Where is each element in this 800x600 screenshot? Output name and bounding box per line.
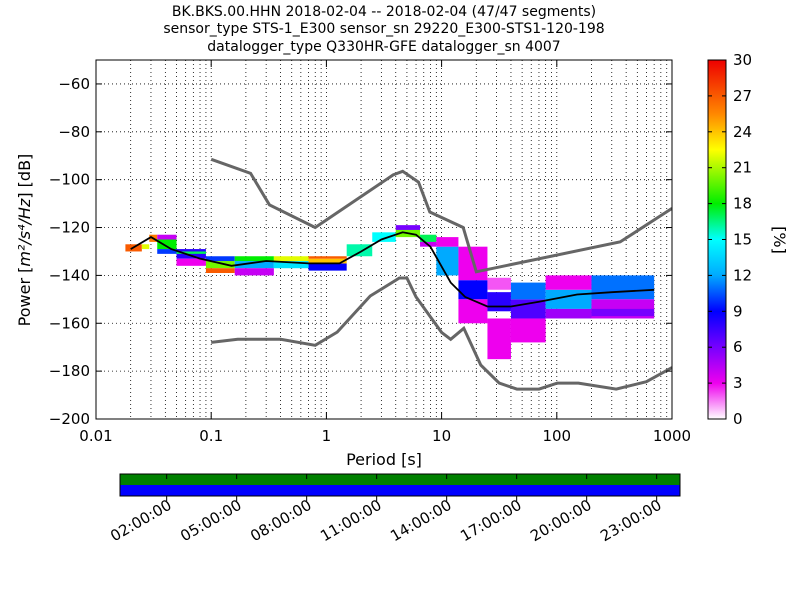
x-tick-label: 100 bbox=[542, 427, 571, 445]
y-tick-label: −80 bbox=[58, 123, 90, 141]
y-tick-label: −140 bbox=[49, 266, 90, 284]
y-tick-label: −180 bbox=[49, 362, 90, 380]
timeline-tick-labels: 02:00:00 05:00:00 08:00:00 11:00:00 14:00:00… bbox=[107, 496, 664, 545]
y-tick-label: −200 bbox=[49, 410, 90, 428]
noise-model-low bbox=[211, 276, 672, 391]
colorbar-tick-label: 15 bbox=[733, 231, 752, 249]
x-tick-label: 10 bbox=[432, 427, 451, 445]
density-cell bbox=[176, 258, 206, 266]
colorbar-tick-label: 21 bbox=[733, 159, 752, 177]
density-cell bbox=[273, 261, 309, 269]
density-cell bbox=[487, 292, 511, 312]
timeline-segment bbox=[120, 485, 680, 496]
timeline-segment bbox=[120, 474, 680, 485]
noise-model-high bbox=[210, 157, 672, 274]
density-cell bbox=[176, 249, 206, 259]
density-cell bbox=[234, 261, 274, 269]
mode-line bbox=[130, 231, 655, 308]
y-tick-label: −160 bbox=[49, 314, 90, 332]
density-cell bbox=[176, 251, 206, 254]
density-cell bbox=[510, 318, 546, 343]
noise-models bbox=[210, 157, 672, 391]
density-cell bbox=[157, 234, 177, 240]
colorbar-tick-label: 0 bbox=[733, 410, 743, 428]
timeline-tick-label: 05:00:00 bbox=[177, 496, 244, 545]
density-cell bbox=[273, 256, 309, 262]
x-tick-label: 1000 bbox=[653, 427, 691, 445]
density-cell bbox=[205, 268, 235, 274]
density-cell bbox=[436, 237, 459, 247]
density-cell bbox=[157, 239, 177, 250]
colorbar-tick-label: 18 bbox=[733, 195, 752, 213]
timeline-tick-label: 23:00:00 bbox=[597, 496, 664, 545]
x-tick-label: 1 bbox=[322, 427, 332, 445]
colorbar-tick-label: 3 bbox=[733, 374, 743, 392]
density-cell bbox=[458, 280, 488, 300]
data-availability-timeline bbox=[119, 473, 681, 501]
density-cell bbox=[141, 244, 150, 250]
title-line-1: BK.BKS.00.HHN 2018-02-04 -- 2018-02-04 (… bbox=[172, 4, 596, 20]
x-axis-label: Period [s] bbox=[346, 450, 422, 469]
density-cell bbox=[420, 234, 437, 245]
density-cell bbox=[395, 227, 421, 238]
density-cell bbox=[372, 232, 396, 242]
density-cell bbox=[346, 244, 373, 257]
axis-ticks bbox=[95, 60, 673, 420]
density-cell bbox=[458, 299, 488, 324]
density-cell bbox=[157, 249, 177, 254]
colorbar-tick-label: 6 bbox=[733, 338, 743, 356]
colorbar-label: [%] bbox=[770, 226, 789, 254]
timeline-tick-label: 14:00:00 bbox=[387, 496, 454, 545]
x-tick-label: 0.1 bbox=[199, 427, 223, 445]
plot-frame bbox=[95, 59, 673, 420]
density-cell bbox=[205, 261, 235, 269]
y-axis-label-tail: ] [dB] bbox=[15, 154, 34, 199]
density-cell bbox=[308, 258, 347, 264]
y-tick-label: −60 bbox=[58, 75, 90, 93]
y-tick-label: −100 bbox=[49, 171, 90, 189]
y-axis-label-unit: m²/s⁴/Hz bbox=[15, 198, 34, 267]
density-cell bbox=[591, 275, 655, 300]
mode-polyline bbox=[130, 231, 655, 308]
density-cell bbox=[395, 225, 421, 230]
density-cell bbox=[308, 263, 347, 271]
colorbar-tick-label: 30 bbox=[733, 51, 752, 69]
density-cell bbox=[436, 246, 459, 276]
colorbar-tick-label: 27 bbox=[733, 87, 752, 105]
density-cell bbox=[205, 256, 235, 262]
ppsd-density bbox=[125, 225, 655, 360]
title-line-3: datalogger_type Q330HR-GFE datalogger_sn… bbox=[207, 39, 560, 55]
timeline-frame bbox=[119, 473, 681, 497]
timeline-tick-label: 02:00:00 bbox=[107, 496, 174, 545]
chart-title: BK.BKS.00.HHN 2018-02-04 -- 2018-02-04 (… bbox=[163, 4, 604, 55]
density-cell bbox=[545, 275, 592, 290]
timeline-tick-label: 08:00:00 bbox=[247, 496, 314, 545]
y-tick-label: −120 bbox=[49, 219, 90, 237]
colorbar-tick-label: 24 bbox=[733, 123, 752, 141]
timeline-tick-label: 17:00:00 bbox=[457, 496, 524, 545]
x-tick-label: 0.01 bbox=[79, 427, 112, 445]
density-cell bbox=[591, 308, 655, 317]
y-axis-label-main: Power [ bbox=[15, 267, 34, 327]
density-cell bbox=[234, 268, 274, 276]
timeline-tick-label: 20:00:00 bbox=[527, 496, 594, 545]
colorbar-tick-label: 9 bbox=[733, 302, 743, 320]
density-cell bbox=[545, 308, 592, 319]
title-line-2: sensor_type STS-1_E300 sensor_sn 29220_E… bbox=[163, 21, 604, 37]
timeline-tick-label: 11:00:00 bbox=[317, 496, 384, 545]
colorbar-ticks: 0 3 6 9 12 15 18 21 24 27 30 bbox=[708, 51, 752, 428]
colorbar-tick-label: 12 bbox=[733, 266, 752, 284]
density-cell bbox=[487, 318, 511, 360]
density-cell bbox=[487, 277, 511, 290]
density-cell bbox=[234, 256, 274, 262]
y-axis-label: Power [m²/s⁴/Hz] [dB] bbox=[15, 154, 34, 327]
density-cell bbox=[510, 282, 546, 300]
x-tick-labels: 0.01 0.1 1 10 100 1000 bbox=[79, 427, 691, 445]
density-cell bbox=[308, 256, 347, 259]
y-tick-labels: −60 −80 −100 −120 −140 −160 −180 −200 bbox=[49, 75, 90, 428]
